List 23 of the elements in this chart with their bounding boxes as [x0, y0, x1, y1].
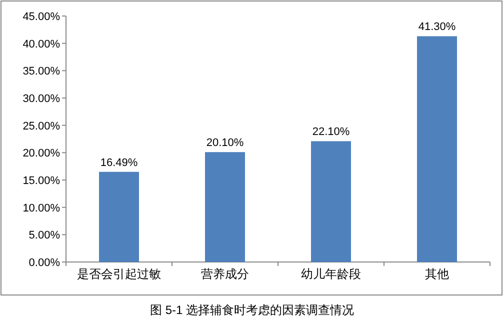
y-tick-label: 15.00% [22, 175, 60, 187]
bar [99, 172, 139, 262]
bar [417, 36, 457, 262]
y-tick-label: 5.00% [28, 230, 60, 242]
bar [205, 152, 245, 262]
data-label: 16.49% [100, 156, 138, 169]
x-tick-label: 其他 [425, 267, 449, 281]
y-tick-label: 25.00% [22, 120, 60, 132]
data-label: 22.10% [312, 126, 350, 138]
data-label: 41.30% [418, 21, 456, 34]
data-label: 20.10% [206, 137, 244, 150]
x-tick-label: 是否会引起过敏 [77, 267, 161, 281]
y-tick-label: 40.00% [22, 38, 60, 50]
y-tick-label: 45.00% [22, 11, 60, 23]
y-tick-label: 35.00% [22, 66, 60, 78]
x-tick-label: 幼儿年龄段 [301, 267, 361, 281]
y-tick-label: 30.00% [22, 93, 60, 105]
bar [311, 141, 351, 262]
x-tick-label: 营养成分 [201, 267, 249, 281]
caption: 图 5-1 选择辅食时考虑的因素调查情况 [150, 303, 354, 317]
y-tick-label: 10.00% [22, 202, 60, 214]
y-tick-label: 0.00% [28, 257, 60, 269]
y-tick-label: 20.00% [22, 148, 60, 160]
